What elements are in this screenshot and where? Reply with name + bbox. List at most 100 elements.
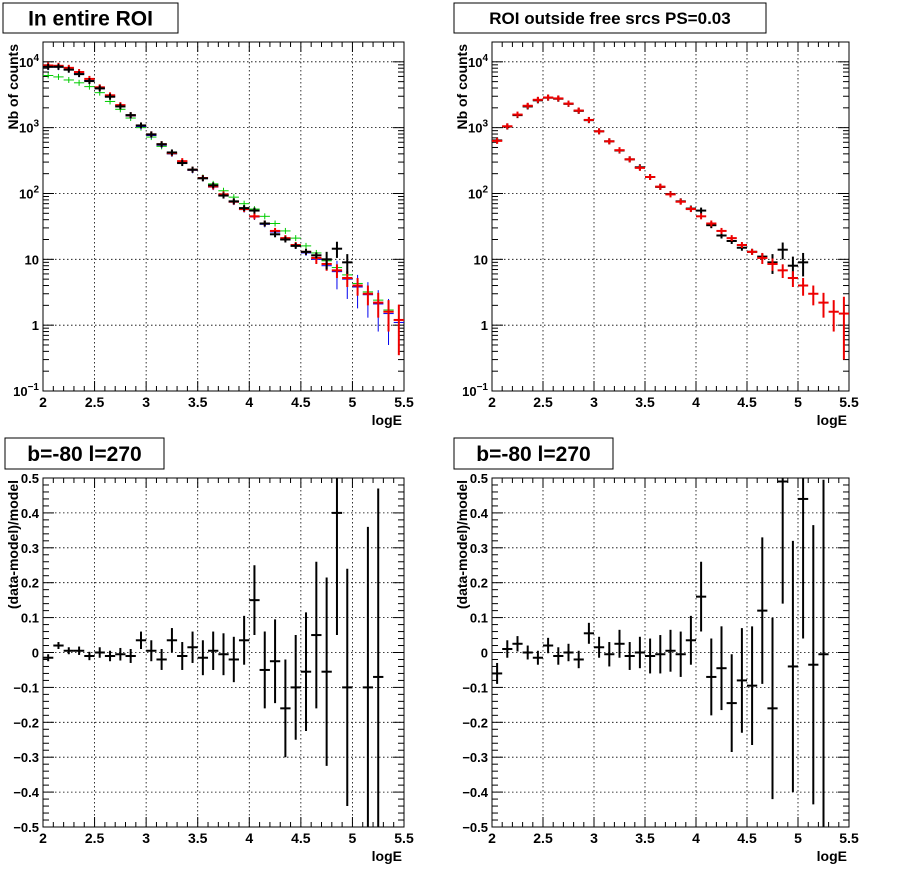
y-axis: 0.5 0.4 0.3 0.2 0.1 0 −0.1 −0.2 −0.3 −0.4 −0.5 (462, 471, 849, 835)
data-point (135, 122, 147, 129)
data-point (280, 236, 291, 243)
data-point (838, 296, 849, 360)
y-tick-label: −0.1 (13, 680, 39, 695)
data-point (716, 626, 727, 711)
data-point (808, 285, 819, 306)
chart-title: In entire ROI (28, 8, 153, 31)
y-tick-label: 1 (32, 318, 39, 333)
x-tick-label: 4 (245, 830, 253, 846)
y-tick-label: 0.1 (21, 611, 39, 626)
data-point (187, 631, 198, 663)
data-point (187, 166, 198, 173)
data-point (522, 645, 533, 660)
data-point (156, 141, 167, 148)
data-point (777, 478, 788, 604)
y-tick-exponent: 2 (33, 184, 39, 195)
data-point (492, 137, 503, 144)
data-point (696, 561, 707, 632)
data-point (512, 111, 523, 118)
data-point (706, 638, 717, 716)
y-tick-label: 0 (481, 646, 488, 661)
data-point (342, 254, 353, 274)
data-point (747, 626, 758, 745)
data-point (342, 568, 353, 807)
data-point (767, 258, 778, 271)
data-point (259, 220, 270, 227)
x-tick-label: 5 (349, 830, 357, 846)
data-point (373, 292, 384, 318)
x-axis: 2 2.5 3 3.5 4 4.5 5 5.5 (488, 42, 859, 410)
data-point (787, 540, 798, 793)
chart-title-box (453, 437, 614, 470)
y-tick-label: 10−1 (462, 382, 488, 399)
data-point (63, 647, 74, 655)
x-tick-label: 4.5 (291, 394, 311, 410)
series-2 (492, 94, 849, 360)
data-point (300, 612, 312, 732)
plot-area (43, 478, 384, 827)
data-point (594, 636, 605, 658)
chart-title-box (453, 2, 767, 34)
data-point (614, 147, 625, 154)
data-point (373, 488, 384, 827)
y-tick-label: 0.2 (470, 576, 488, 591)
y-tick-label: −0.4 (13, 785, 39, 800)
data-point (311, 561, 322, 709)
y-tick-label: −0.2 (462, 715, 488, 730)
data-point (115, 103, 126, 110)
data-point (238, 205, 250, 212)
data-point (675, 631, 686, 677)
x-tick-label: 3.5 (635, 830, 655, 846)
data-point (331, 478, 343, 636)
data-point (197, 175, 209, 182)
data-point (798, 278, 809, 296)
data-point (393, 304, 404, 356)
data-point (321, 577, 332, 766)
plot-area (492, 94, 849, 360)
data-point (757, 252, 768, 264)
data-point (84, 651, 95, 661)
y-tick-label: −0.4 (462, 785, 488, 800)
panel-3: 2 2.5 3 3.5 4 4.5 5 5.5 0.5 0.4 0.3 0.2 0.1 0 −0.1 −0.2… (4, 437, 414, 864)
x-tick-label: 5.5 (394, 394, 414, 410)
y-tick-base: 10 (468, 186, 482, 201)
data-point (53, 642, 64, 650)
data-point (53, 73, 64, 80)
x-axis: 2 2.5 3 3.5 4 4.5 5 5.5 (39, 478, 414, 846)
data-point (290, 635, 301, 740)
y-tick-label: 104 (468, 53, 488, 70)
y-tick-label: 0.5 (470, 471, 488, 486)
y-tick-exponent: 4 (33, 53, 39, 64)
y-tick-exponent: 3 (33, 119, 39, 130)
data-point (269, 619, 281, 704)
data-point (311, 252, 322, 259)
x-axis-title: logE (372, 848, 402, 864)
x-tick-label: 5 (349, 394, 357, 410)
y-tick-exponent: 4 (482, 53, 488, 64)
y-tick-label: 103 (19, 119, 39, 136)
data-point (125, 112, 136, 119)
data-point (614, 629, 625, 658)
data-point (208, 182, 219, 189)
data-point (197, 640, 209, 676)
data-point (115, 647, 126, 661)
y-tick-base: 10 (19, 121, 33, 136)
y-tick-exponent: 2 (482, 184, 488, 195)
data-point (655, 635, 666, 674)
data-point (583, 622, 594, 644)
data-point (604, 138, 615, 145)
x-tick-label: 5.5 (839, 830, 859, 846)
y-tick-label: 102 (19, 184, 39, 201)
data-point (624, 642, 635, 670)
data-point (828, 300, 839, 332)
x-tick-label: 3.5 (635, 394, 655, 410)
x-tick-label: 4.5 (291, 830, 311, 846)
data-point (73, 79, 85, 86)
data-point (249, 207, 260, 214)
data-point (563, 100, 574, 107)
y-tick-base: 10 (13, 384, 27, 399)
x-axis-title: logE (372, 412, 402, 428)
